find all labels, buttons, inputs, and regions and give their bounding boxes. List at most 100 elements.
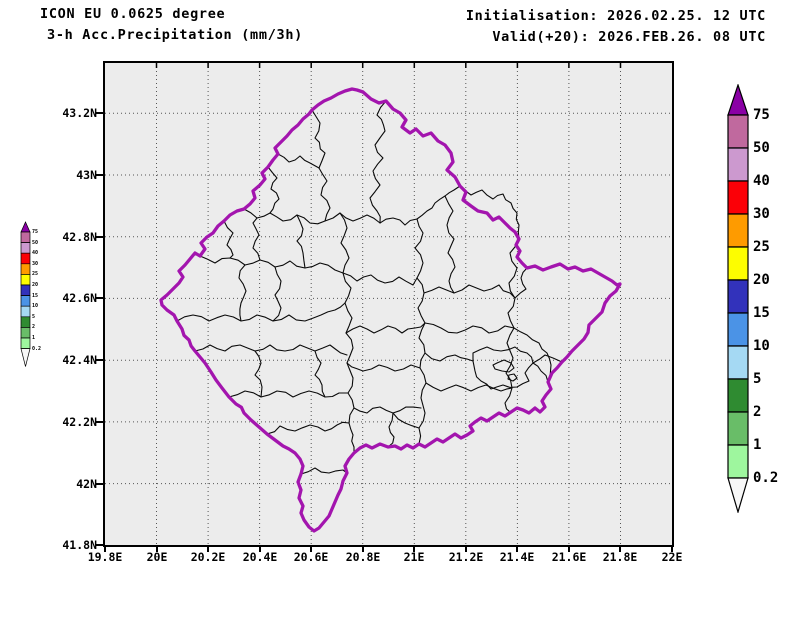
colorbar-label: 10 [32,303,39,310]
colorbar-segment [727,114,749,149]
colorbar-label: 0.2 [753,470,779,486]
lat-tick-label: 43.2N [62,106,97,120]
lat-tick-mark [96,359,103,361]
municipality-boundary [254,350,263,398]
lat-tick-mark [96,544,103,546]
colorbar-label: 30 [32,260,39,267]
colorbar-label: 1 [753,437,762,453]
colorbar-over-arrow [20,221,31,233]
lat-tick-mark [96,236,103,238]
municipality-boundary [277,153,320,169]
colorbar-label: 1 [32,335,36,341]
colorbar-under-arrow [20,348,31,367]
municipality-boundary [176,302,346,322]
kosovo-precipitation-map [105,63,672,545]
colorbar-segment [727,147,749,182]
colorbar-segment [727,378,749,413]
colorbar-label: 20 [753,272,770,288]
lon-tick-label: 19.8E [87,550,123,564]
municipality-boundary [425,382,513,392]
country-border-kosovo [159,87,622,533]
municipality-boundary [300,467,348,475]
municipality-boundary [414,218,427,445]
municipality-boundary [314,350,326,398]
lon-tick-label: 21.8E [602,550,638,564]
lon-tick-mark [465,545,467,552]
lon-tick-mark [104,545,106,552]
colorbar-label: 50 [753,140,770,156]
colorbar-label: 5 [753,371,762,387]
lon-tick-label: 20.8E [345,550,381,564]
colorbar-label: 30 [753,206,770,222]
lon-tick-label: 21.4E [499,550,535,564]
municipality-boundary [194,344,348,356]
lat-tick-mark [96,421,103,423]
lon-tick-label: 21.6E [551,550,587,564]
municipality-boundary [387,412,395,448]
lon-tick-label: 21.2E [448,550,484,564]
municipality-boundary [342,272,418,286]
municipality-boundary [369,100,387,224]
colorbar-label: 40 [32,250,39,257]
precipitation-colorbar: 75 50 40 30 25 20 15 10 5 2 1 0.2 [727,84,797,514]
colorbar-under-arrow [727,477,749,513]
colorbar-label: 50 [32,239,39,246]
municipality-boundary [459,185,520,240]
colorbar-segment [727,246,749,281]
lon-tick-label: 20.2E [190,550,226,564]
municipality-boundary [266,421,350,435]
municipality-boundary [392,412,420,429]
municipality-boundary [311,109,331,222]
lon-tick-label: 21E [403,550,425,564]
municipality-boundary [492,359,515,373]
municipality-boundary [345,322,426,334]
colorbar-segment [20,263,31,275]
colorbar-segment [20,316,31,328]
colorbar-label: 15 [753,305,770,321]
municipality-boundary [252,217,261,261]
lon-tick-mark [362,545,364,552]
colorbar-over-arrow [727,84,749,116]
municipality-boundary [424,352,474,362]
lon-tick-mark [310,545,312,552]
lon-tick-label: 20E [146,550,168,564]
municipality-boundary [424,322,515,334]
lon-tick-mark [207,545,209,552]
colorbar-segment [20,231,31,243]
lon-tick-mark [413,545,415,552]
lon-tick-mark [516,545,518,552]
colorbar-label: 75 [753,107,770,123]
model-title: ICON EU 0.0625 degree [40,6,226,22]
lat-tick-label: 42.8N [62,230,97,244]
colorbar-segment [20,274,31,286]
municipality-boundary [444,195,456,294]
colorbar-graphic [20,221,31,367]
lat-tick-mark [96,483,103,485]
colorbar-label: 25 [32,271,39,278]
run-info: Initialisation: 2026.02.25. 12 UTC Valid… [466,6,766,48]
colorbar-segment [727,444,749,479]
lat-tick-label: 42.4N [62,353,97,367]
municipality-boundary [267,166,280,214]
municipality-boundary [238,264,247,322]
colorbar-label: 0.2 [32,345,42,352]
colorbar-label: 2 [753,404,762,420]
lat-tick-label: 42N [76,477,97,491]
colorbar-label: 5 [32,313,36,320]
colorbar-label: 15 [32,292,39,299]
colorbar-segment [727,213,749,248]
lon-tick-mark [259,545,261,552]
lat-tick-label: 41.8N [62,538,97,552]
colorbar-segment [20,327,31,339]
lat-tick-label: 42.2N [62,415,97,429]
lat-tick-mark [96,112,103,114]
colorbar-segment [20,252,31,265]
lon-tick-label: 22E [661,550,683,564]
colorbar-label: 40 [753,173,770,189]
colorbar-segment [727,312,749,347]
colorbar-segment [20,295,31,307]
colorbar-label: 75 [32,229,39,235]
mini-colorbar: 75 50 40 30 25 20 15 10 5 2 1 0.2 [20,221,46,371]
colorbar-segment [727,411,749,446]
